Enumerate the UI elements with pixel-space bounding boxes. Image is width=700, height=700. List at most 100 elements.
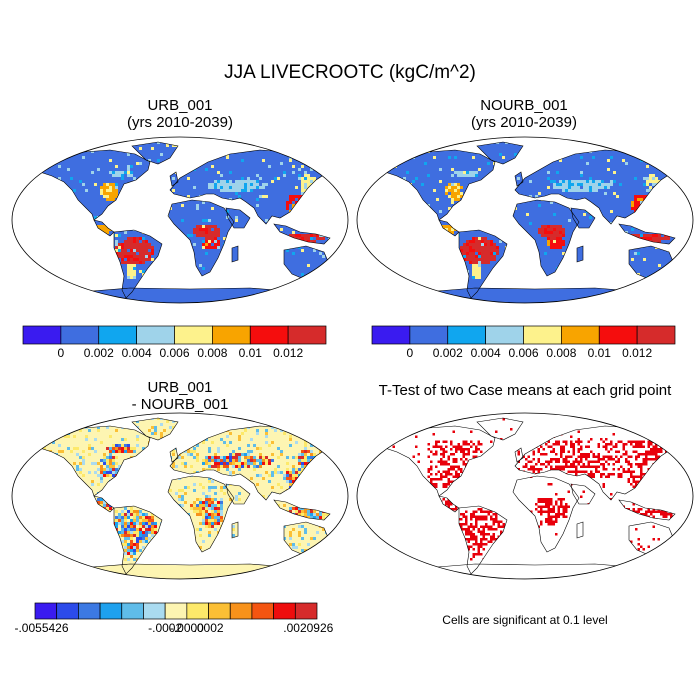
colorbar-nourb-tick-label-4: 0.008 (546, 346, 577, 360)
map-urb (11, 136, 349, 304)
coastline-samerica (458, 505, 508, 575)
colorbar-difference-tick-label-1: -.0002 (148, 621, 183, 635)
colorbar-difference-swatch-1 (56, 602, 79, 620)
colorbar-urb-swatch-0 (22, 325, 62, 345)
significance-note: Cells are significant at 0.1 level (442, 613, 608, 627)
colorbar-difference-swatch-5 (143, 602, 166, 620)
colorbar-nourb-tick-label-1: 0.002 (432, 346, 463, 360)
coastline-namerica (37, 425, 151, 497)
panel-3-title-line1: URB_001 (147, 379, 213, 396)
coastline-eurasia (514, 425, 678, 501)
colorbar-nourb-swatch-6 (598, 325, 638, 345)
coastline-namerica (382, 425, 496, 497)
coastline-camerica (438, 219, 460, 237)
panel-4-title: T-Test of two Case means at each grid po… (378, 382, 672, 399)
main-title: JJA LIVECROOTC (kgC/m^2) (224, 62, 476, 83)
coastline-madagascar (231, 521, 239, 539)
coastline-africa (167, 199, 235, 277)
colorbar-nourb-swatch-7 (636, 325, 676, 345)
colorbar-difference-swatch-3 (99, 602, 123, 620)
panel-3-title-line2: - NOURB_001 (131, 396, 229, 413)
colorbar-difference-swatch-9 (229, 602, 253, 620)
coastline-madagascar (576, 245, 584, 263)
coastline-eurasia (169, 149, 333, 225)
coastline-namerica (37, 149, 151, 221)
colorbar-nourb-swatch-0 (371, 325, 411, 345)
colorbar-difference (34, 602, 318, 620)
colorbar-nourb-tick-label-5: 0.01 (587, 346, 611, 360)
colorbar-difference-swatch-12 (294, 602, 318, 620)
coastline-namerica (382, 149, 496, 221)
coastline-arabia (225, 483, 251, 505)
coastline-africa (512, 475, 580, 553)
panel-1-title: URB_001 (yrs 2010-2039) (40, 97, 320, 131)
panel-2-title-line2: (yrs 2010-2039) (471, 114, 577, 131)
colorbar-difference-tick-label-4: .0020926 (283, 621, 334, 635)
colorbar-nourb-swatch-2 (447, 325, 486, 345)
coastline-africa (167, 475, 235, 553)
colorbar-nourb-tick-label-2: 0.004 (470, 346, 501, 360)
colorbar-urb-tick-label-1: 0.002 (83, 346, 114, 360)
coastline-uk (514, 171, 524, 187)
colorbar-difference-swatch-11 (273, 602, 296, 620)
colorbar-urb-swatch-1 (60, 325, 100, 345)
coastline-arabia (570, 483, 596, 505)
colorbar-difference-tick-label-3: .0002 (193, 621, 224, 635)
coastline-camerica (438, 495, 460, 513)
colorbar-urb-swatch-3 (136, 325, 175, 345)
coastline-samerica (113, 229, 163, 299)
panel-1-title-line1: URB_001 (147, 97, 213, 114)
colorbar-difference-swatch-10 (251, 602, 274, 620)
panel-2-title-line1: NOURB_001 (480, 97, 568, 114)
colorbar-difference-swatch-2 (78, 602, 101, 620)
coastline-camerica (93, 219, 115, 237)
map-difference (11, 412, 349, 580)
colorbar-difference-swatch-6 (164, 602, 188, 620)
coastline-greenland (131, 141, 179, 165)
colorbar-urb-tick-label-4: 0.008 (197, 346, 228, 360)
colorbar-difference-swatch-0 (34, 602, 58, 620)
coastline-greenland (476, 141, 524, 165)
colorbar-urb-tick-label-6: 0.012 (273, 346, 304, 360)
colorbar-nourb (371, 325, 676, 345)
colorbar-difference-swatch-4 (121, 602, 144, 620)
coastline-arabia (225, 207, 251, 229)
colorbar-urb-swatch-2 (98, 325, 137, 345)
coastline-uk (169, 171, 179, 187)
coastline-seasia (618, 223, 676, 245)
colorbar-urb-swatch-4 (174, 325, 213, 345)
colorbar-nourb-swatch-3 (485, 325, 524, 345)
colorbar-urb-tick-label-5: 0.01 (238, 346, 262, 360)
panel-3-title: URB_001 - NOURB_001 (40, 379, 320, 413)
colorbar-nourb-swatch-5 (561, 325, 600, 345)
colorbar-urb-swatch-5 (212, 325, 251, 345)
colorbar-nourb-tick-label-3: 0.006 (508, 346, 539, 360)
coastline-seasia (273, 499, 331, 521)
coastline-seasia (618, 499, 676, 521)
colorbar-difference-tick-label-0: -.0055426 (14, 621, 69, 635)
coastline-arabia (570, 207, 596, 229)
coastline-samerica (113, 505, 163, 575)
colorbar-urb-tick-label-0: 0 (57, 346, 65, 360)
colorbar-nourb-swatch-4 (523, 325, 562, 345)
coastline-camerica (93, 495, 115, 513)
colorbar-nourb-tick-label-6: 0.012 (622, 346, 653, 360)
coastline-madagascar (576, 521, 584, 539)
panel-1-title-line2: (yrs 2010-2039) (127, 114, 233, 131)
colorbar-difference-swatch-8 (208, 602, 231, 620)
map-nourb (356, 136, 694, 304)
coastline-eurasia (169, 425, 333, 501)
colorbar-difference-swatch-7 (186, 602, 209, 620)
colorbar-nourb-tick-label-0: 0 (406, 346, 414, 360)
coastline-uk (169, 447, 179, 463)
colorbar-urb (22, 325, 327, 345)
coastline-greenland (476, 417, 524, 441)
coastline-eurasia (514, 149, 678, 225)
colorbar-urb-swatch-7 (287, 325, 327, 345)
coastline-seasia (273, 223, 331, 245)
colorbar-urb-tick-label-3: 0.006 (159, 346, 190, 360)
coastline-africa (512, 199, 580, 277)
panel-2-title: NOURB_001 (yrs 2010-2039) (384, 97, 664, 131)
colorbar-difference-tick-label-2: -.0000 (169, 621, 204, 635)
colorbar-nourb-swatch-1 (409, 325, 449, 345)
